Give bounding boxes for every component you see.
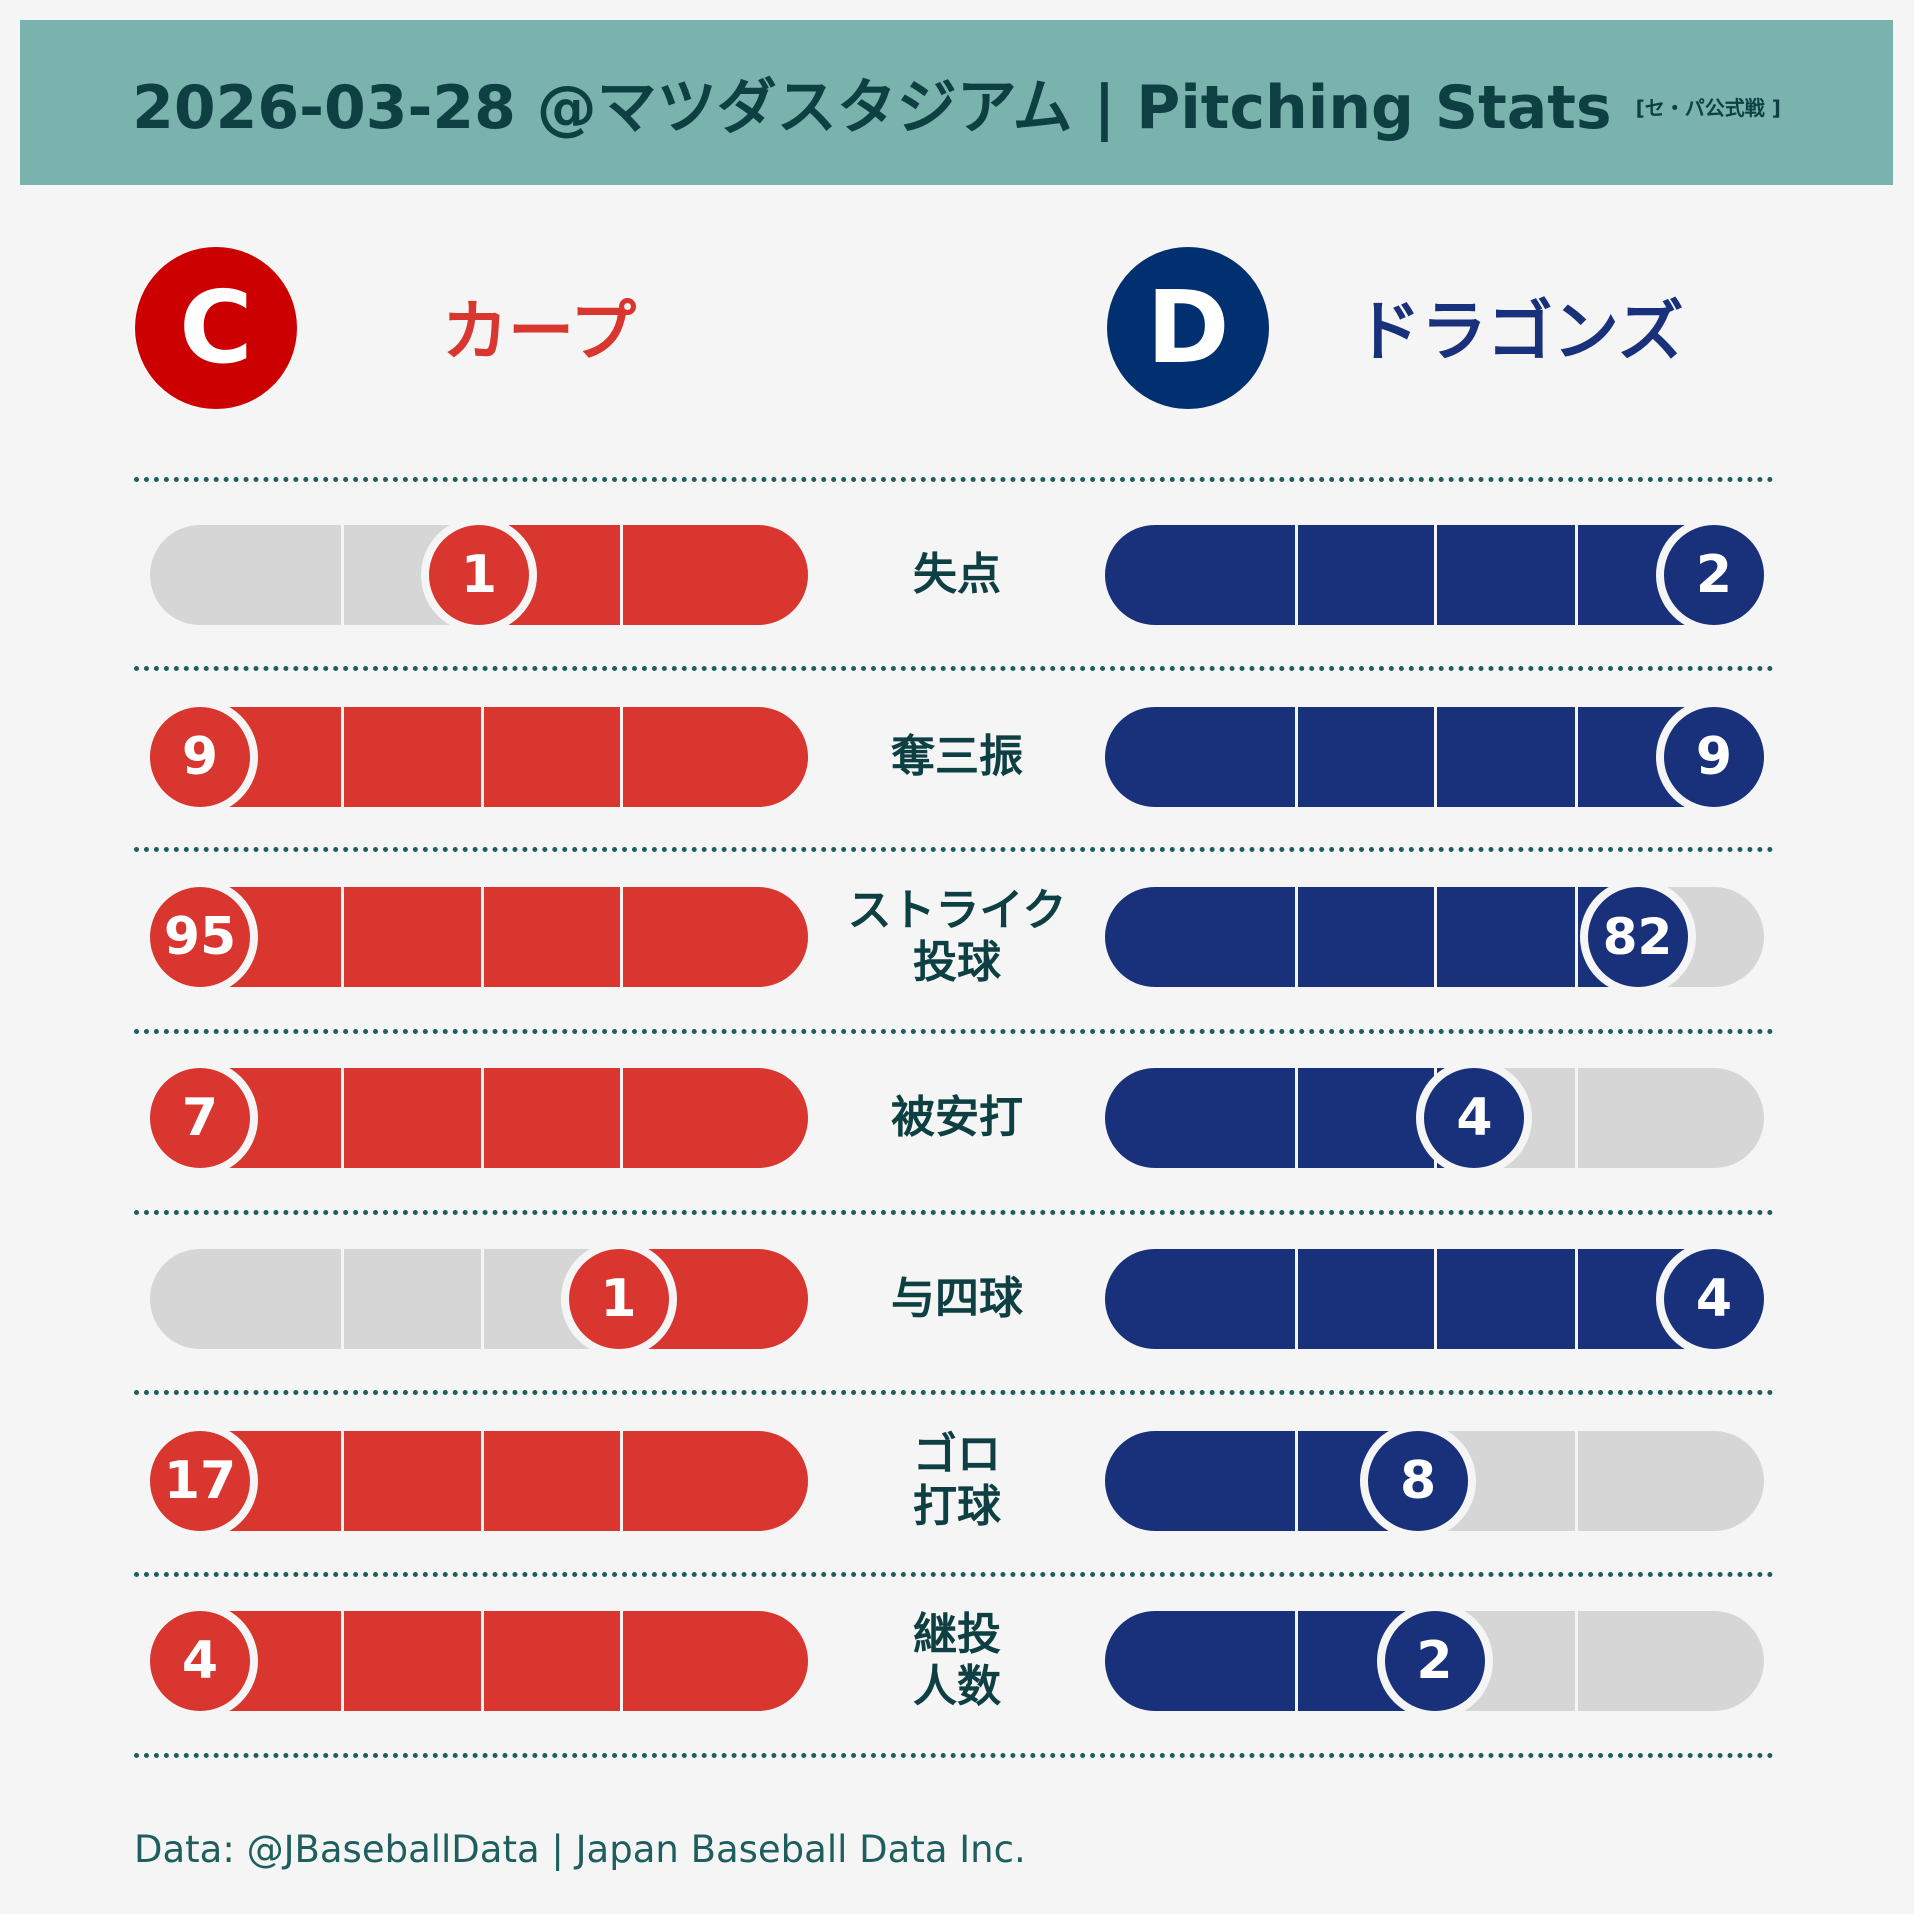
- left-value-marker: 1: [421, 517, 537, 633]
- category-label: 与四球: [891, 1273, 1023, 1324]
- segment-divider: [341, 707, 344, 807]
- right-bar-fill: [1105, 707, 1714, 807]
- right-bar-fill: [1105, 887, 1638, 987]
- segment-divider: [620, 1611, 623, 1711]
- right-value-marker: 82: [1579, 879, 1696, 995]
- dragons-logo: D: [1107, 247, 1269, 409]
- carp-team-name: カープ: [442, 293, 637, 370]
- category-label: 失点: [913, 549, 1001, 600]
- segment-divider: [1575, 1431, 1578, 1531]
- segment-divider: [620, 525, 623, 625]
- right-bar-fill: [1105, 1249, 1714, 1349]
- segment-divider: [1434, 887, 1437, 987]
- left-bar-fill: [200, 707, 808, 807]
- right-value-marker: 4: [1656, 1241, 1772, 1357]
- left-value-marker: 9: [142, 699, 258, 815]
- segment-divider: [481, 1249, 484, 1349]
- segment-divider: [481, 707, 484, 807]
- segment-divider: [341, 887, 344, 987]
- data-source-footer: Data: @JBaseballData | Japan Baseball Da…: [134, 1828, 1026, 1871]
- segment-divider: [481, 1068, 484, 1168]
- segment-divider: [1434, 1249, 1437, 1349]
- segment-divider: [620, 1431, 623, 1531]
- segment-divider: [1575, 887, 1578, 987]
- segment-divider: [1575, 1611, 1578, 1711]
- segment-divider: [1295, 1431, 1298, 1531]
- segment-divider: [620, 887, 623, 987]
- row-divider: [134, 666, 1774, 671]
- league-subtitle: [セ・パ公式戦 ]: [1635, 96, 1781, 120]
- segment-divider: [481, 1611, 484, 1711]
- right-value-marker: 2: [1656, 517, 1772, 633]
- category-label: 継投 人数: [913, 1609, 1001, 1712]
- right-value-marker: 4: [1416, 1060, 1533, 1176]
- right-value-marker: 9: [1656, 699, 1772, 815]
- segment-divider: [1575, 1249, 1578, 1349]
- segment-divider: [1295, 525, 1298, 625]
- header-banner: 2026-03-28 @マツダスタジアム | Pitching Stats [セ…: [20, 20, 1893, 185]
- right-bar-fill: [1105, 525, 1714, 625]
- segment-divider: [1295, 1249, 1298, 1349]
- left-bar-fill: [200, 1068, 808, 1168]
- segment-divider: [1575, 525, 1578, 625]
- page-title: 2026-03-28 @マツダスタジアム | Pitching Stats: [132, 73, 1612, 143]
- row-divider: [134, 1390, 1774, 1395]
- left-bar-fill: [200, 1611, 808, 1711]
- segment-divider: [481, 887, 484, 987]
- left-value-marker: 95: [142, 879, 258, 995]
- segment-divider: [481, 1431, 484, 1531]
- left-value-marker: 17: [142, 1423, 258, 1539]
- left-bar-fill: [200, 887, 808, 987]
- segment-divider: [620, 1068, 623, 1168]
- segment-divider: [1434, 707, 1437, 807]
- category-label: ストライク 投球: [847, 885, 1067, 988]
- right-bar-fill: [1105, 1068, 1475, 1168]
- category-label: ゴロ 打球: [913, 1429, 1001, 1532]
- row-divider: [134, 1753, 1774, 1758]
- left-bar-fill: [200, 1431, 808, 1531]
- row-divider: [134, 1572, 1774, 1577]
- segment-divider: [1575, 707, 1578, 807]
- segment-divider: [1295, 1068, 1298, 1168]
- left-value-marker: 1: [560, 1241, 677, 1357]
- segment-divider: [341, 1431, 344, 1531]
- category-label: 被安打: [891, 1092, 1023, 1143]
- row-divider: [134, 1210, 1774, 1215]
- left-value-marker: 7: [142, 1060, 258, 1176]
- right-value-marker: 2: [1376, 1603, 1493, 1719]
- category-label: 奪三振: [891, 731, 1023, 782]
- segment-divider: [1434, 525, 1437, 625]
- carp-logo: C: [135, 247, 297, 409]
- segment-divider: [341, 525, 344, 625]
- segment-divider: [341, 1611, 344, 1711]
- segment-divider: [1295, 707, 1298, 807]
- dragons-team-name: ドラゴンズ: [1355, 293, 1684, 370]
- segment-divider: [341, 1249, 344, 1349]
- segment-divider: [620, 707, 623, 807]
- row-divider: [134, 477, 1774, 482]
- row-divider: [134, 1029, 1774, 1034]
- segment-divider: [1295, 887, 1298, 987]
- segment-divider: [1575, 1068, 1578, 1168]
- row-divider: [134, 847, 1774, 852]
- left-value-marker: 4: [142, 1603, 258, 1719]
- right-value-marker: 8: [1360, 1423, 1477, 1539]
- segment-divider: [341, 1068, 344, 1168]
- segment-divider: [1295, 1611, 1298, 1711]
